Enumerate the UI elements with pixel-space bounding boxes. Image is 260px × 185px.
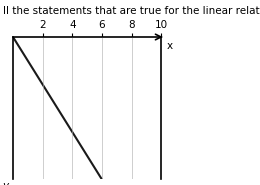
Text: y: y xyxy=(3,181,9,185)
Text: x: x xyxy=(167,41,173,51)
Text: ll the statements that are true for the linear relationship shown.: ll the statements that are true for the … xyxy=(3,6,260,16)
